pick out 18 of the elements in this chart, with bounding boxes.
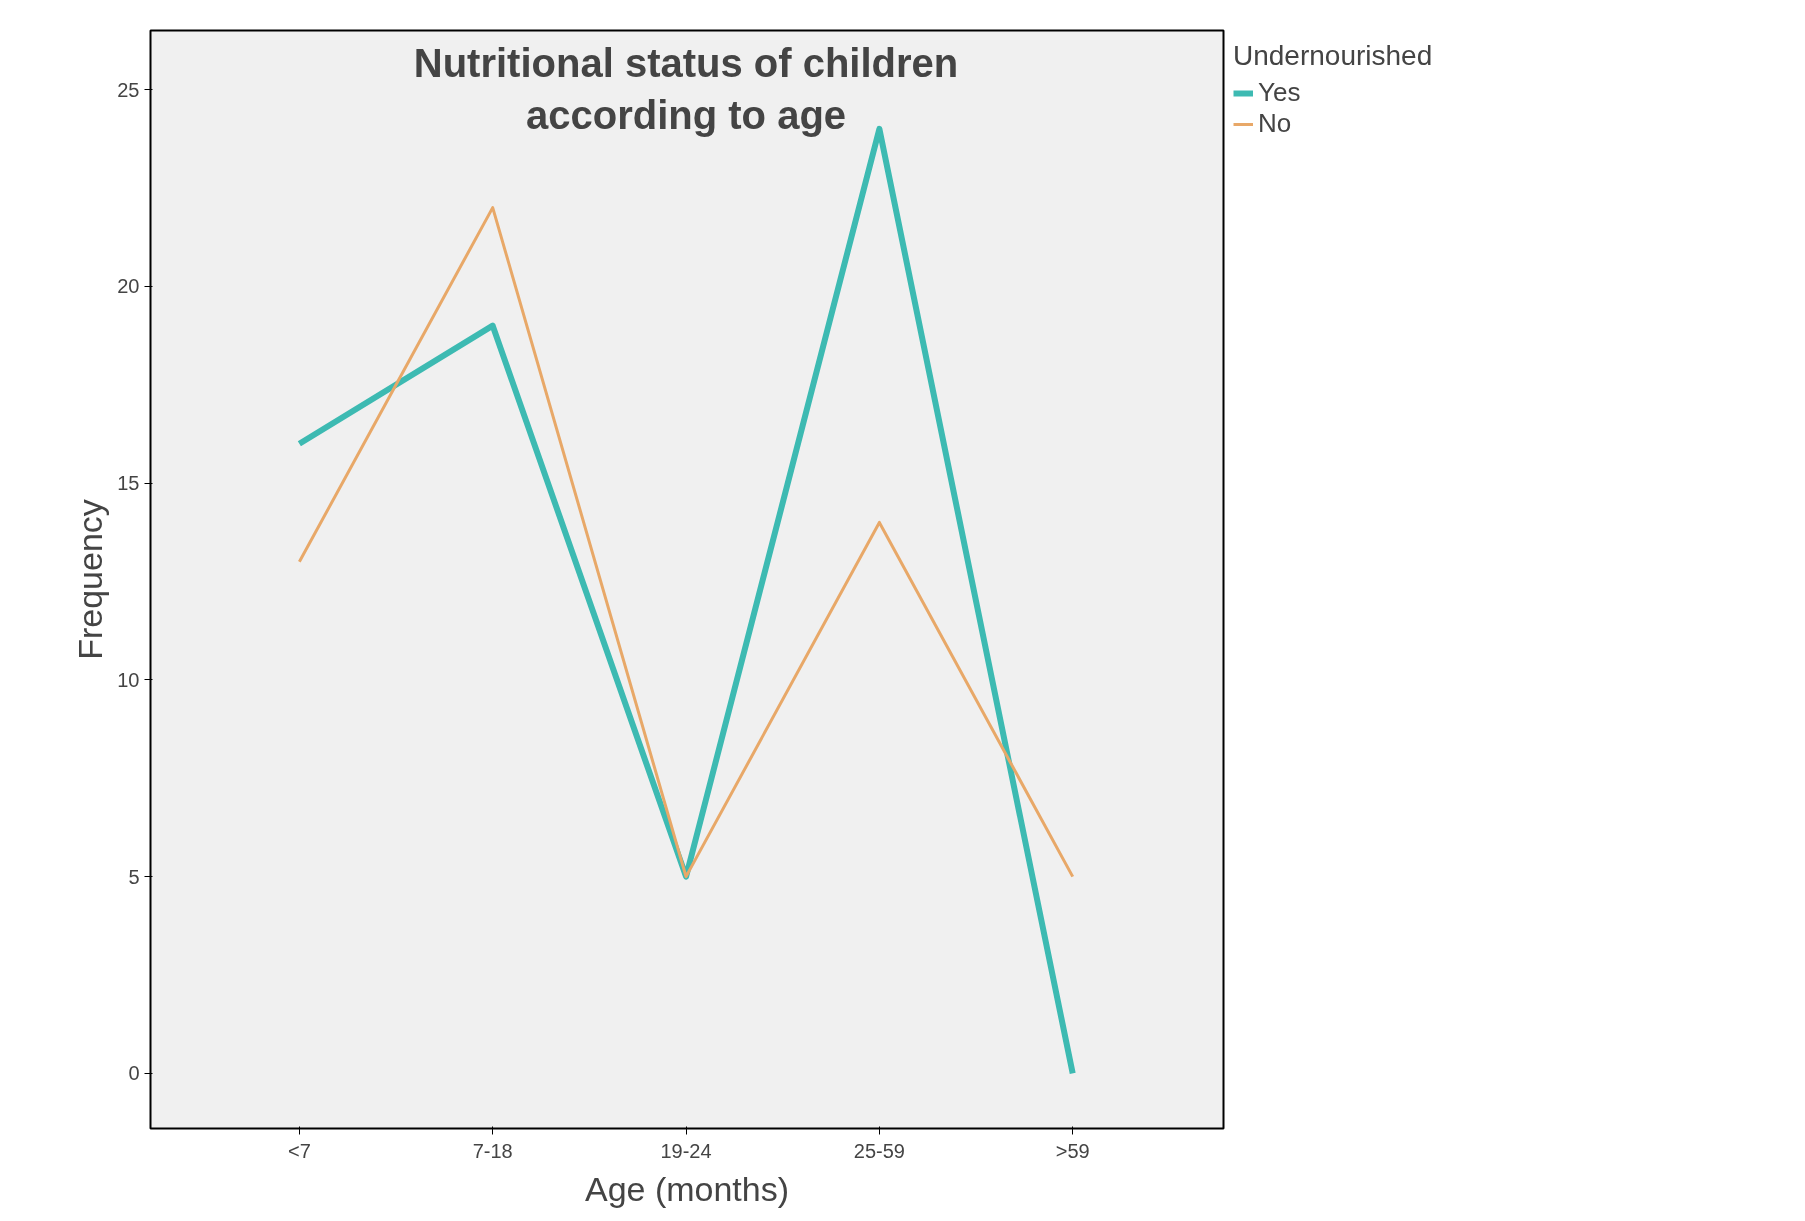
line-series	[297, 206, 1075, 879]
y-tick-label: 5	[128, 865, 140, 888]
legend-label: No	[1258, 108, 1292, 139]
x-tick-label: 7-18	[472, 1139, 513, 1162]
legend-title: Undernourished	[1233, 40, 1433, 72]
x-tick-label: 25-59	[853, 1139, 905, 1162]
text: Nutritional status of children according to age	[413, 40, 959, 138]
x-tick-label: >59	[1055, 1139, 1090, 1162]
legend-label: Yes	[1258, 77, 1301, 108]
x-tick-label: <7	[287, 1139, 311, 1162]
y-tick-label: 15	[117, 472, 140, 495]
y-tick-label: 0	[128, 1062, 140, 1085]
x-tick-label: 19-24	[660, 1139, 712, 1162]
y-tick-label: 20	[117, 275, 140, 298]
y-tick-label: 10	[117, 668, 140, 691]
y-tick-label: 25	[117, 78, 140, 101]
x-axis-title: Age (months)	[584, 1169, 790, 1208]
y-axis-title: Frequency	[71, 499, 110, 660]
